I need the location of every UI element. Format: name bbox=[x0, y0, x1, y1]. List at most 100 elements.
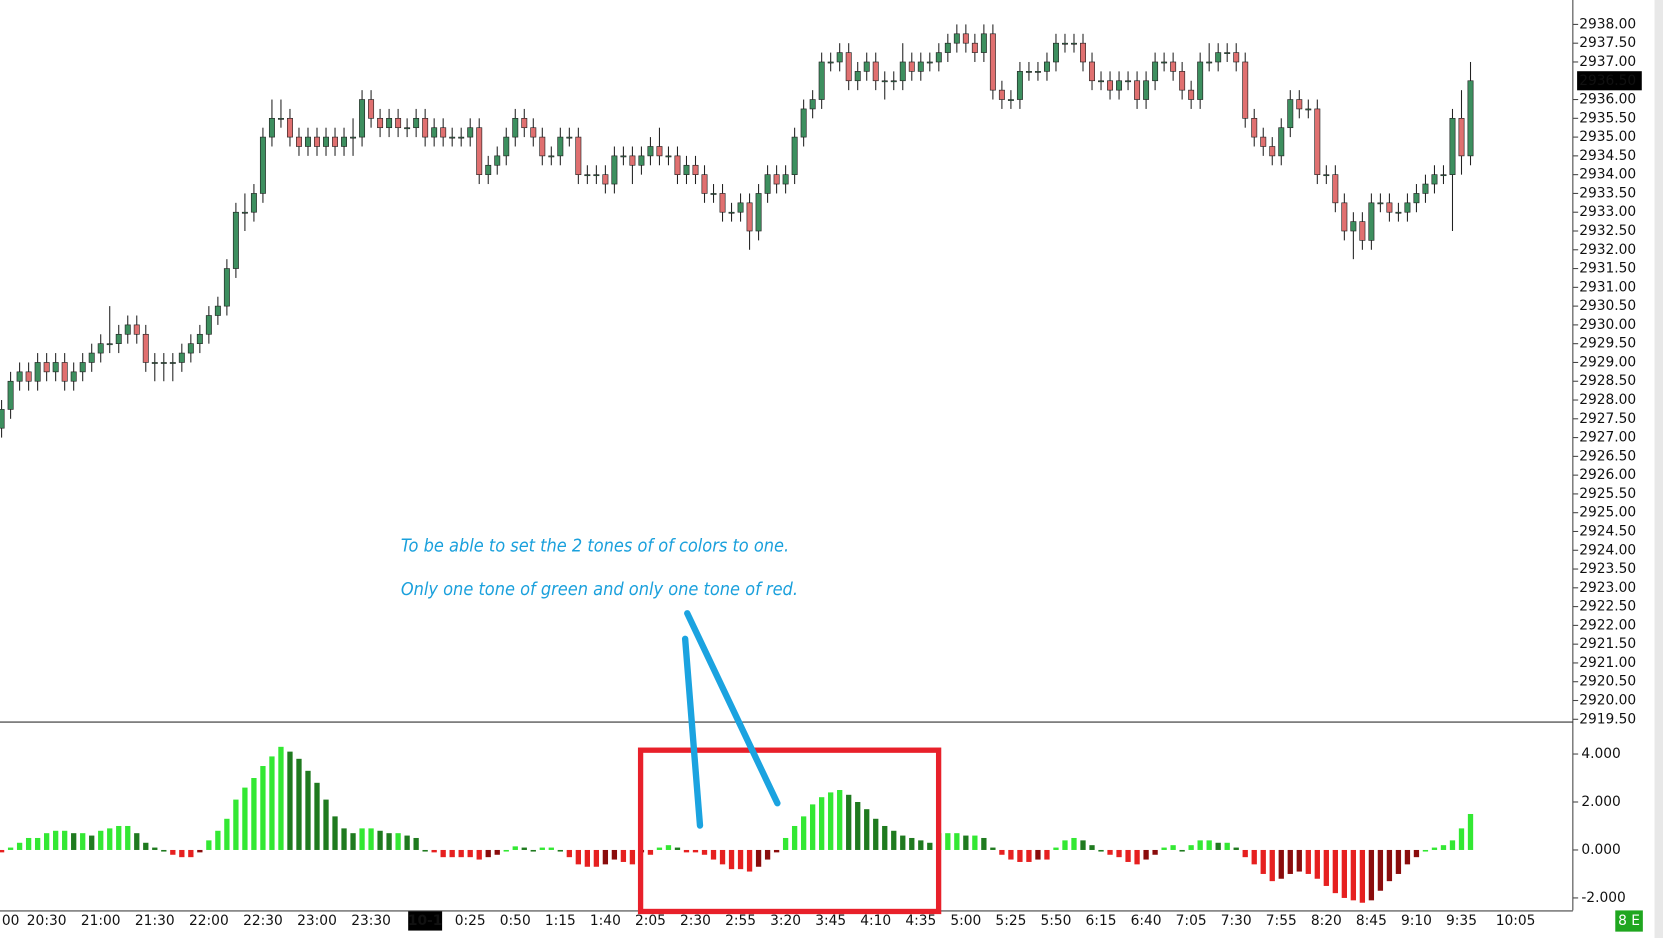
candle-body bbox=[485, 164, 492, 175]
candle-body bbox=[1341, 202, 1348, 232]
histogram-bar bbox=[485, 849, 491, 858]
histogram-bar bbox=[314, 782, 320, 850]
histogram-bar bbox=[512, 846, 518, 850]
y-tick-label: 2924.00 bbox=[1579, 542, 1636, 558]
candle-body bbox=[530, 127, 537, 138]
candle-body bbox=[1368, 202, 1375, 241]
candle-body bbox=[764, 174, 771, 194]
annotation-text: Only one tone of green and only one tone… bbox=[401, 579, 798, 600]
candle-body bbox=[611, 155, 618, 185]
histogram-bar bbox=[530, 849, 536, 852]
y-tick-label: 2938.00 bbox=[1579, 16, 1636, 32]
histogram-bar bbox=[575, 849, 581, 865]
histogram-bar bbox=[999, 849, 1005, 855]
x-tick-label: 3:45 bbox=[815, 913, 846, 929]
histogram-bar bbox=[521, 847, 527, 850]
y-tick-label: 2920.00 bbox=[1579, 693, 1636, 709]
histogram-bar bbox=[954, 833, 960, 850]
histogram-bar bbox=[440, 849, 446, 858]
x-tick-label: 4:35 bbox=[905, 913, 936, 929]
histogram-bar bbox=[1071, 837, 1077, 850]
x-tick-label: 21:30 bbox=[135, 913, 175, 929]
histogram-bar bbox=[981, 837, 987, 850]
candle-body bbox=[1043, 61, 1050, 72]
histogram-bar bbox=[1080, 840, 1086, 850]
histogram-bar bbox=[458, 849, 464, 858]
histogram-bar bbox=[1008, 849, 1014, 860]
candle-body bbox=[935, 52, 942, 63]
x-tick-label: 7:55 bbox=[1266, 913, 1297, 929]
histogram-bar bbox=[656, 847, 663, 850]
histogram-bar bbox=[918, 840, 924, 850]
histogram-bar bbox=[629, 849, 636, 865]
annotation-layer: To be able to set the 2 tones of of colo… bbox=[401, 535, 942, 915]
y-tick-label: 2927.50 bbox=[1579, 411, 1636, 427]
candle-body bbox=[142, 333, 149, 363]
histogram-bar bbox=[332, 816, 338, 850]
x-tick-label: 5:50 bbox=[1040, 913, 1071, 929]
histogram-bar bbox=[1017, 849, 1023, 862]
y-tick-label: 2931.50 bbox=[1579, 261, 1636, 277]
candle-body bbox=[656, 146, 663, 157]
annotation-text: To be able to set the 2 tones of of colo… bbox=[401, 535, 789, 556]
candle-body bbox=[1025, 71, 1032, 73]
candle-body bbox=[701, 174, 708, 194]
candle-body bbox=[1251, 117, 1258, 138]
candle-body bbox=[980, 33, 987, 53]
candle-body bbox=[440, 127, 447, 138]
candle-body bbox=[16, 371, 23, 382]
x-tick-label: 3:20 bbox=[770, 913, 801, 929]
y-tick-label: -2.000 bbox=[1581, 890, 1625, 906]
histogram-bar bbox=[737, 849, 744, 870]
histogram-bar bbox=[837, 790, 843, 850]
histogram-bar bbox=[1359, 849, 1366, 903]
candle-body bbox=[214, 305, 221, 316]
y-tick-label: 2928.50 bbox=[1579, 373, 1636, 389]
histogram-bar bbox=[1053, 847, 1059, 850]
last-price-label: 2936.50 bbox=[1579, 73, 1636, 89]
histogram-bar bbox=[647, 849, 654, 855]
x-tick-label: 0:25 bbox=[455, 913, 486, 929]
histogram-bar bbox=[593, 849, 600, 867]
histogram-bar bbox=[368, 828, 374, 850]
candle-body bbox=[1296, 99, 1303, 110]
x-tick-label: 6:40 bbox=[1131, 913, 1162, 929]
histogram-bar bbox=[305, 770, 311, 850]
x-tick-label: 0:50 bbox=[500, 913, 531, 929]
x-tick-label: 00 bbox=[2, 913, 20, 929]
histogram-bar bbox=[1440, 845, 1447, 850]
candle-body bbox=[917, 61, 924, 72]
histogram-bar bbox=[773, 849, 780, 853]
date-marker bbox=[408, 911, 443, 931]
candle-body bbox=[250, 193, 257, 213]
y-tick-label: 2931.00 bbox=[1579, 279, 1636, 295]
histogram-bar bbox=[1179, 849, 1185, 852]
histogram-bar bbox=[107, 828, 113, 850]
y-tick-label: 2926.00 bbox=[1579, 467, 1636, 483]
y-tick-label: 2932.50 bbox=[1579, 223, 1636, 239]
candle-body bbox=[548, 155, 555, 158]
candle-body bbox=[863, 61, 870, 72]
histogram-bar bbox=[1386, 849, 1393, 882]
histogram-bar bbox=[1278, 849, 1284, 879]
y-tick-label: 2930.00 bbox=[1579, 317, 1636, 333]
candle-body bbox=[1449, 117, 1456, 175]
candle-body bbox=[629, 155, 636, 166]
candle-body bbox=[881, 80, 888, 83]
histogram-bar bbox=[152, 847, 158, 850]
histogram-bar bbox=[1449, 840, 1456, 850]
histogram-bar bbox=[287, 751, 293, 850]
histogram-bar bbox=[782, 837, 789, 850]
candle-body bbox=[746, 202, 753, 232]
candle-body bbox=[1467, 80, 1474, 157]
histogram-bar bbox=[224, 818, 230, 850]
x-tick-label: 2:30 bbox=[680, 913, 711, 929]
status-badge-text: 8 E bbox=[1618, 913, 1640, 929]
candle-body bbox=[1413, 193, 1420, 204]
candle-body bbox=[854, 71, 861, 82]
x-tick-label: 8:45 bbox=[1356, 913, 1387, 929]
x-tick-label: 20:30 bbox=[27, 913, 67, 929]
candle-body bbox=[241, 211, 248, 214]
histogram-bar bbox=[1368, 849, 1375, 901]
